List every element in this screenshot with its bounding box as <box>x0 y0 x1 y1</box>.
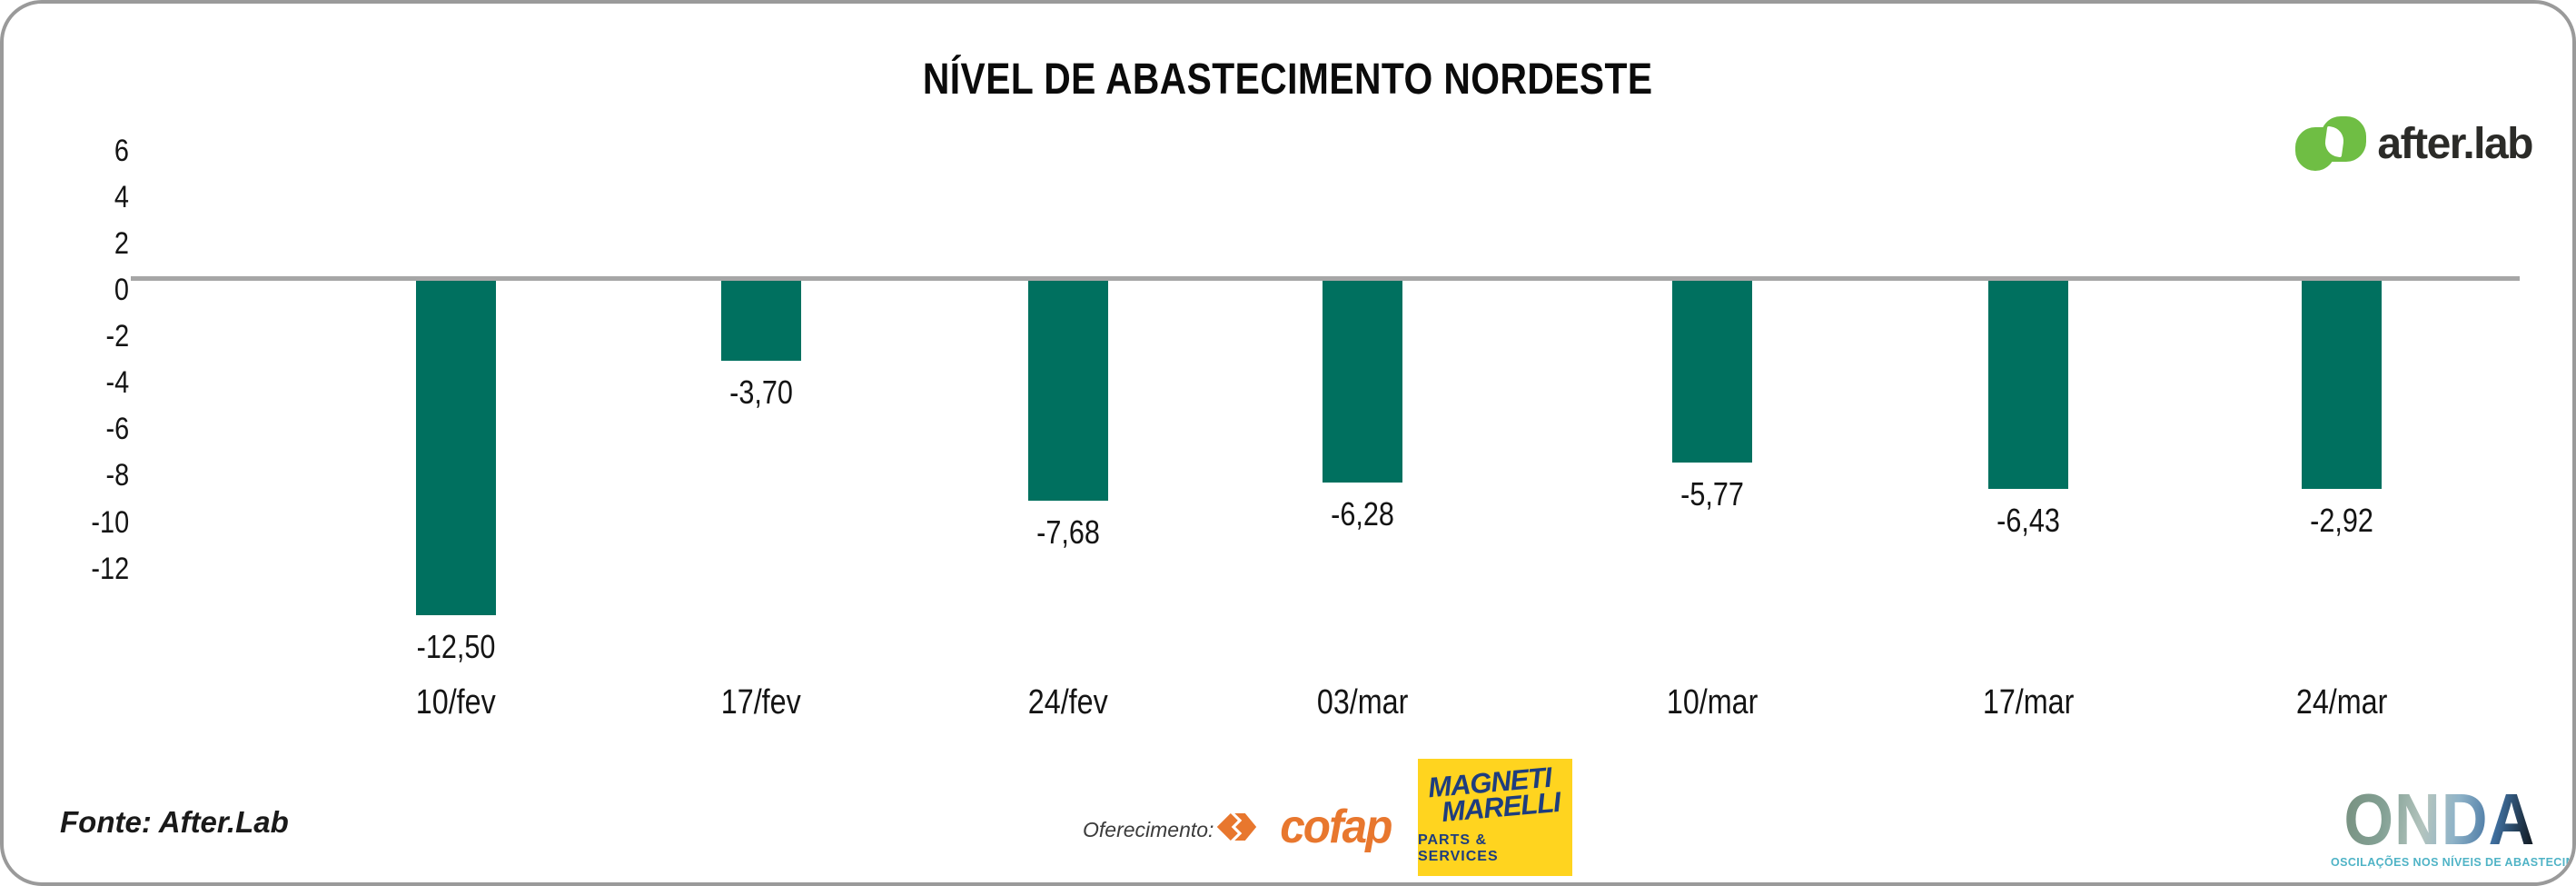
bar <box>2302 281 2382 489</box>
y-axis-tick-label: 0 <box>114 273 129 307</box>
y-axis-tick-label: -2 <box>105 319 129 354</box>
x-axis-date-label: 03/mar <box>1316 683 1409 722</box>
source-note: Fonte: After.Lab <box>60 805 289 839</box>
y-axis-tick-label: -10 <box>91 504 129 540</box>
x-axis-date-label: 24/fev <box>1027 683 1109 722</box>
cofap-logo: cofap <box>1215 800 1394 854</box>
bar <box>416 281 496 615</box>
chart-area: 6 4 2 0 -2 -4 -6 -8 -10 -12 -12,50 10/fev -3,70 17/fe… <box>4 4 2572 882</box>
y-axis-tick-label: -12 <box>91 551 129 586</box>
x-axis-date-label: 17/mar <box>1982 683 2075 722</box>
bar-value-label: -7,68 <box>1036 513 1100 551</box>
bar <box>1028 281 1108 501</box>
y-axis-tick-label: -4 <box>105 365 129 401</box>
parts-services-text: PARTS & SERVICES <box>1418 831 1499 864</box>
afterlab-leaf-icon <box>2295 116 2367 171</box>
bar <box>1988 281 2068 489</box>
y-axis-tick-label: -6 <box>105 412 129 447</box>
afterlab-logo: after.lab <box>2295 116 2533 171</box>
x-axis-date-label: 24/mar <box>2295 683 2388 722</box>
y-axis-tick-label: 4 <box>114 179 129 214</box>
sponsor-label: Oferecimento: <box>1083 818 1214 841</box>
chart-title-text: NÍVEL DE ABASTECIMENTO NORDESTE <box>923 55 1653 104</box>
y-axis-tick-label: 2 <box>114 225 129 261</box>
bar-value-label: -6,43 <box>1996 502 2060 539</box>
bar-value-label: -2,92 <box>2310 502 2373 539</box>
onda-logo-text: ONDA <box>2343 779 2536 860</box>
magneti-marelli-logo: MAGNETI MARELLI PARTS & SERVICES <box>1418 759 1572 876</box>
bar-value-label: -3,70 <box>729 373 793 411</box>
x-axis-date-label: 17/fev <box>720 683 802 722</box>
bar <box>1323 281 1402 483</box>
bar <box>721 281 801 361</box>
chart-title: NÍVEL DE ABASTECIMENTO NORDESTE <box>4 55 2572 105</box>
y-axis-tick-label: -8 <box>105 458 129 493</box>
cofap-logo-text: cofap <box>1280 801 1392 853</box>
y-axis-tick-label: 6 <box>114 133 129 168</box>
x-axis-date-label: 10/mar <box>1666 683 1759 722</box>
bar <box>1672 281 1752 463</box>
afterlab-logo-text: after.lab <box>2377 119 2533 168</box>
bar-value-label: -12,50 <box>416 628 496 665</box>
marelli-word: MARELLI <box>1440 785 1561 828</box>
bar-value-label: -5,77 <box>1680 475 1744 513</box>
cofap-arrow-icon <box>1216 812 1257 841</box>
bar-value-label: -6,28 <box>1331 495 1394 533</box>
x-axis-date-label: 10/fev <box>415 683 497 722</box>
axis-baseline <box>131 276 2520 281</box>
onda-tagline: OSCILAÇÕES NOS NÍVEIS DE ABASTECIMENTO E… <box>2331 856 2576 869</box>
onda-logo: ONDA OSCILAÇÕES NOS NÍVEIS DE ABASTECIME… <box>2331 779 2576 870</box>
